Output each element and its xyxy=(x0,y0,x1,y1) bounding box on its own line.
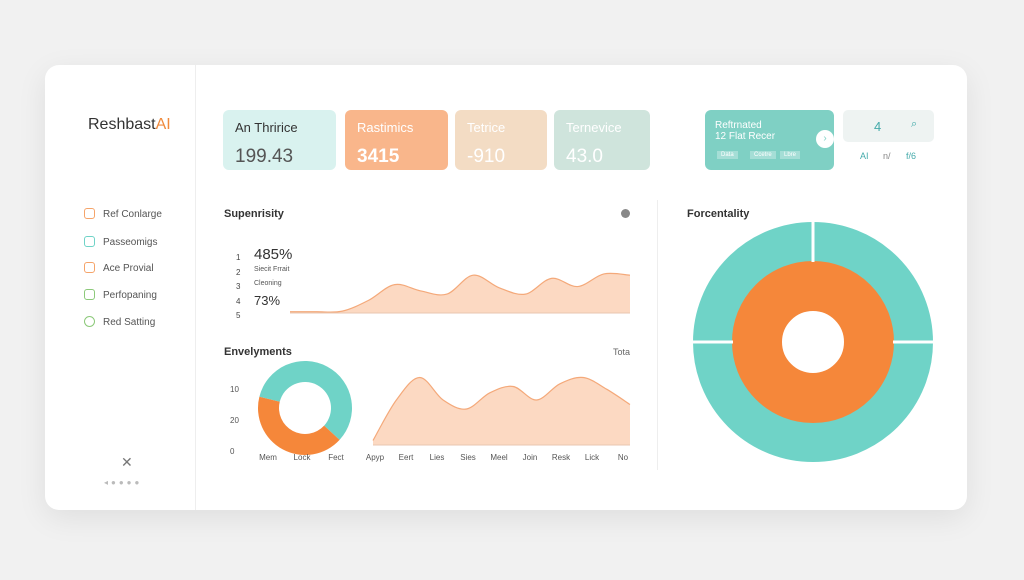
nav-label: Passeomigs xyxy=(103,237,158,248)
nav-label: Ace Provial xyxy=(103,263,154,274)
promo-subtitle: 12 Flat Recer xyxy=(715,131,776,142)
x-label: Lies xyxy=(430,453,445,462)
search-icon[interactable]: ⌕ xyxy=(911,118,918,130)
kpi-title: Tetrice xyxy=(467,120,506,135)
axis-label: 2 xyxy=(236,267,241,277)
x-label: No xyxy=(618,453,629,462)
nav-item[interactable]: Ref Conlarge xyxy=(84,208,162,220)
x-label: Eert xyxy=(399,453,414,462)
kpi-title: Rastimics xyxy=(357,120,414,135)
y-labels: 10 20 0 xyxy=(230,374,239,467)
x-label: Lick xyxy=(585,453,600,462)
axis-label: 1 xyxy=(236,253,241,262)
stat-label: Cleoning xyxy=(254,280,282,287)
kpi-value: 43.0 xyxy=(566,146,603,167)
nav-label: Red Satting xyxy=(103,317,156,328)
x-label: Mem xyxy=(259,453,277,462)
count: 4 xyxy=(874,119,882,134)
x-label: Resk xyxy=(552,453,571,462)
big-ring xyxy=(689,218,937,462)
tool-box[interactable]: 4 ⌕ xyxy=(843,110,934,142)
promo-title: Reftrnated xyxy=(715,120,762,131)
nav-label: Perfopaning xyxy=(103,290,157,301)
kpi-title: Ternevice xyxy=(566,120,622,135)
axis-labels: 1 2 3 4 5 xyxy=(236,251,240,324)
brand: ReshbastAI xyxy=(88,116,171,134)
axis-label: 3 xyxy=(236,282,241,291)
area-line xyxy=(372,376,631,441)
pager-dots[interactable]: ◂●●●● xyxy=(104,478,143,487)
kpi-card[interactable]: Tetrice -910 xyxy=(455,110,547,170)
stat: 485% xyxy=(254,246,293,263)
axis-label: 5 xyxy=(236,311,241,320)
nav-item[interactable]: Ace Provial xyxy=(84,262,154,274)
kpi-value: 199.43 xyxy=(235,146,294,167)
tool-label[interactable]: f/6 xyxy=(906,151,917,161)
area-fill xyxy=(290,273,630,313)
x-label: Meel xyxy=(490,453,508,462)
divider xyxy=(657,200,658,470)
x-label: Lock xyxy=(294,453,312,462)
x-label: Join xyxy=(523,453,538,462)
info-icon[interactable] xyxy=(621,209,630,218)
chip[interactable]: Data xyxy=(717,151,738,159)
area-line xyxy=(289,272,631,313)
y-label: 0 xyxy=(230,447,235,456)
nav-item[interactable]: Perfopaning xyxy=(84,289,157,301)
total-label: Tota xyxy=(613,347,631,357)
donut-segment xyxy=(258,396,340,455)
stat-label: Siecit Frrait xyxy=(254,266,290,273)
tool-label[interactable]: n/ xyxy=(883,151,891,161)
donut-segment xyxy=(259,360,353,440)
area-fill xyxy=(373,377,630,445)
nav-item[interactable]: Passeomigs xyxy=(84,236,157,248)
brand-name: Reshbast xyxy=(88,116,156,133)
chip[interactable]: Lbre xyxy=(780,151,801,159)
nav-label: Ref Conlarge xyxy=(103,209,162,220)
x-label: Apyp xyxy=(366,453,385,462)
kpi-value: -910 xyxy=(467,146,506,167)
x-label: Fect xyxy=(328,453,344,462)
brand-suffix: AI xyxy=(155,116,171,133)
kpi-card[interactable]: Rastimics 3415 xyxy=(345,110,448,170)
kpi-value: 3415 xyxy=(357,146,400,167)
sidebar xyxy=(45,65,196,510)
ring-inner xyxy=(732,261,894,423)
x-label: Sies xyxy=(460,453,476,462)
section-title: Supenrisity xyxy=(224,208,284,220)
next-button[interactable]: › xyxy=(816,130,834,148)
promo-card[interactable]: Reftrnated 12 Flat Recer Data Ccetre Lbr… xyxy=(705,110,834,170)
chip[interactable]: Ccetre xyxy=(750,151,776,159)
y-label: 20 xyxy=(230,416,239,425)
close-button[interactable]: ✕ xyxy=(121,454,133,470)
nav-item[interactable]: Red Satting xyxy=(84,316,155,328)
kpi-title: An Thririce xyxy=(235,120,298,135)
section-title: Envelyments xyxy=(224,346,292,358)
axis-label: 4 xyxy=(236,296,241,306)
stat: 73% xyxy=(254,293,281,308)
tool-label[interactable]: AI xyxy=(860,151,869,161)
section-title: Forcentality xyxy=(687,208,750,220)
kpi-card[interactable]: An Thririce 199.43 xyxy=(223,110,336,170)
y-label: 10 xyxy=(230,385,239,394)
kpi-card[interactable]: Ternevice 43.0 xyxy=(554,110,650,170)
